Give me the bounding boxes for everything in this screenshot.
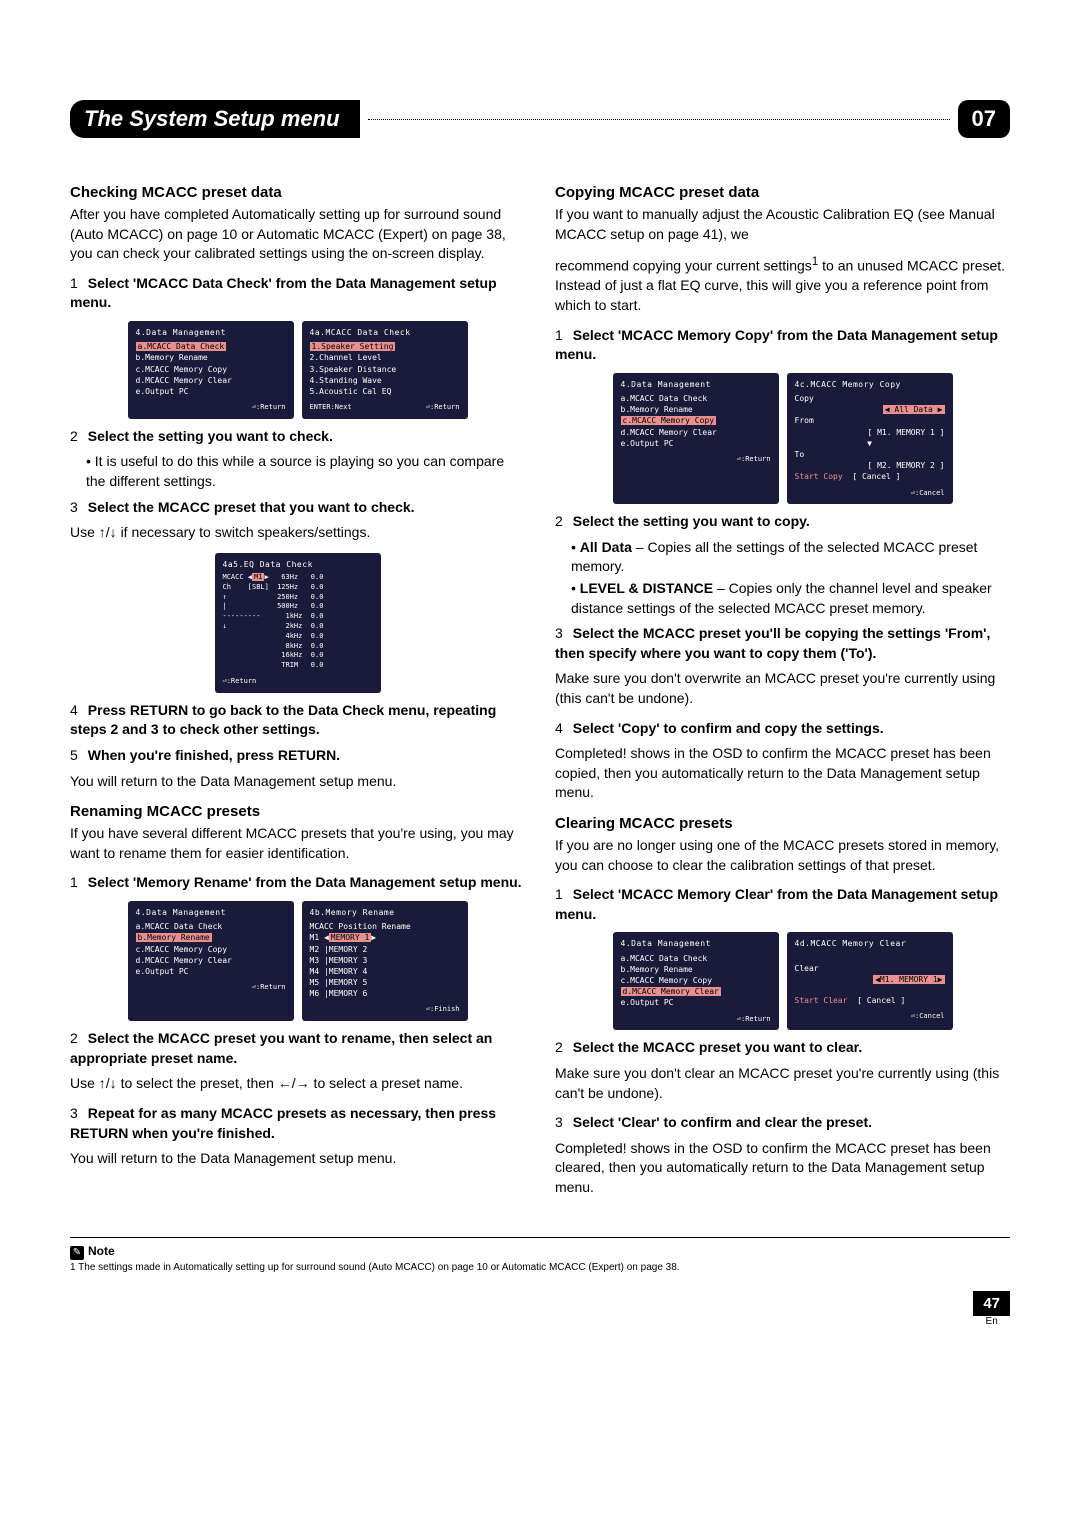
osd-panel: 4.Data Management a.MCACC Data Check b.M…	[128, 321, 294, 419]
step: 1Select 'MCACC Memory Clear' from the Da…	[555, 885, 1010, 924]
paragraph: Completed! shows in the OSD to confirm t…	[555, 1139, 1010, 1198]
page-number: 47 En	[973, 1291, 1010, 1327]
paragraph: Completed! shows in the OSD to confirm t…	[555, 744, 1010, 803]
paragraph: Use ↑/↓ if necessary to switch speakers/…	[70, 523, 525, 543]
step: 4Select 'Copy' to confirm and copy the s…	[555, 719, 1010, 739]
step: 3Select the MCACC preset you'll be copyi…	[555, 624, 1010, 663]
note-icon: ✎	[70, 1246, 84, 1260]
osd-panel: 4a.MCACC Data Check 1.Speaker Setting 2.…	[302, 321, 468, 419]
step: 1Select 'Memory Rename' from the Data Ma…	[70, 873, 525, 893]
paragraph: If you have several different MCACC pres…	[70, 824, 525, 863]
chapter-header: The System Setup menu 07	[70, 100, 1010, 138]
chapter-title: The System Setup menu	[70, 100, 360, 138]
paragraph: After you have completed Automatically s…	[70, 205, 525, 264]
step: 2Select the MCACC preset you want to cle…	[555, 1038, 1010, 1058]
section-title: Checking MCACC preset data	[70, 182, 525, 203]
step: 3Select 'Clear' to confirm and clear the…	[555, 1113, 1010, 1133]
step: 2Select the setting you want to copy.	[555, 512, 1010, 532]
paragraph: You will return to the Data Management s…	[70, 772, 525, 792]
osd-panel: 4b.Memory Rename MCACC Position Rename M…	[302, 901, 468, 1021]
paragraph: Make sure you don't overwrite an MCACC p…	[555, 669, 1010, 708]
section-title: Copying MCACC preset data	[555, 182, 1010, 203]
osd-panel: 4c.MCACC Memory Copy Copy ◀ All Data ▶ F…	[787, 373, 953, 504]
paragraph: If you want to manually adjust the Acous…	[555, 205, 1010, 244]
step: 2Select the MCACC preset you want to ren…	[70, 1029, 525, 1068]
chapter-number: 07	[958, 100, 1010, 138]
step: 3Select the MCACC preset that you want t…	[70, 498, 525, 518]
osd-panel: 4.Data Management a.MCACC Data Check b.M…	[128, 901, 294, 1021]
footnote-rule	[70, 1237, 1010, 1238]
section-title: Renaming MCACC presets	[70, 801, 525, 822]
footnote-text: 1 The settings made in Automatically set…	[70, 1262, 1010, 1273]
paragraph: Use ↑/↓ to select the preset, then ←/→ t…	[70, 1074, 525, 1094]
paragraph: recommend copying your current settings1…	[555, 254, 1010, 315]
step: 1Select 'MCACC Memory Copy' from the Dat…	[555, 326, 1010, 365]
bullet: LEVEL & DISTANCE – Copies only the chann…	[571, 579, 1010, 618]
paragraph: You will return to the Data Management s…	[70, 1149, 525, 1169]
osd-panel: 4d.MCACC Memory Clear Clear ◀M1. MEMORY …	[787, 932, 953, 1030]
step: 4Press RETURN to go back to the Data Che…	[70, 701, 525, 740]
osd-panel: 4.Data Management a.MCACC Data Check b.M…	[613, 932, 779, 1030]
note-heading: ✎Note	[70, 1242, 1010, 1260]
paragraph: If you are no longer using one of the MC…	[555, 836, 1010, 875]
step: 1Select 'MCACC Data Check' from the Data…	[70, 274, 525, 313]
osd-panel: 4a5.EQ Data Check MCACC ◀M1▶ Ch [SBL] ↑ …	[215, 553, 381, 693]
right-column: Copying MCACC preset data If you want to…	[555, 178, 1010, 1207]
step: 3Repeat for as many MCACC presets as nec…	[70, 1104, 525, 1143]
paragraph: Make sure you don't clear an MCACC prese…	[555, 1064, 1010, 1103]
header-rule	[368, 119, 950, 120]
bullet: All Data – Copies all the settings of th…	[571, 538, 1010, 577]
section-title: Clearing MCACC presets	[555, 813, 1010, 834]
bullet: It is useful to do this while a source i…	[86, 452, 525, 491]
step: 2Select the setting you want to check.	[70, 427, 525, 447]
osd-panel: 4.Data Management a.MCACC Data Check b.M…	[613, 373, 779, 504]
step: 5When you're finished, press RETURN.	[70, 746, 525, 766]
left-column: Checking MCACC preset data After you hav…	[70, 178, 525, 1207]
